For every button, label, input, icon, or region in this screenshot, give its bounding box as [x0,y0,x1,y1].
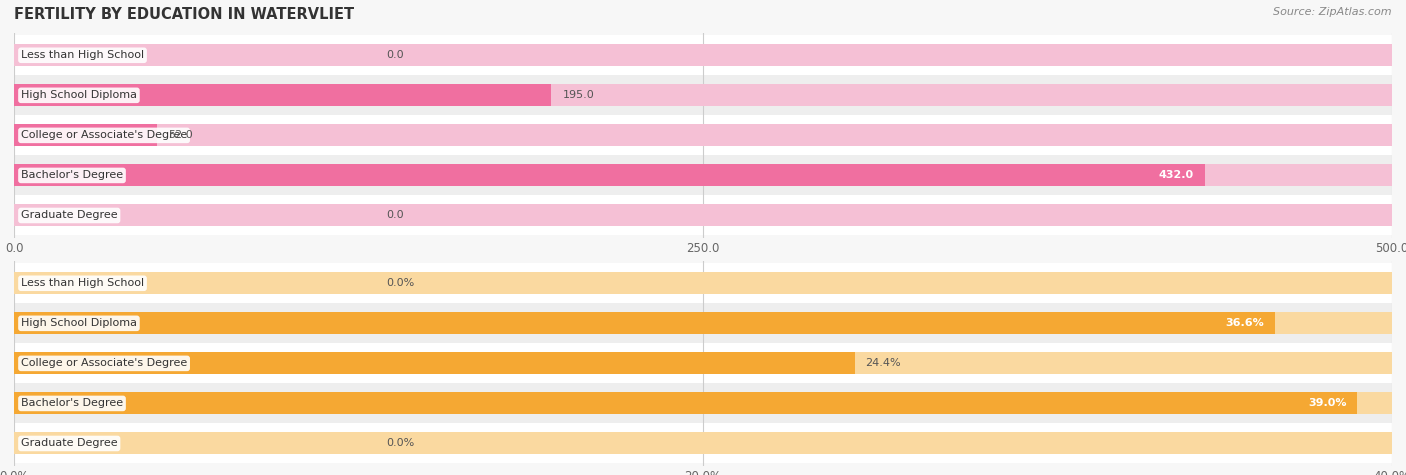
Bar [14,383,1392,423]
Text: Graduate Degree: Graduate Degree [21,438,118,448]
Text: College or Associate's Degree: College or Associate's Degree [21,358,187,369]
Bar [14,272,1392,294]
Bar [14,392,1392,414]
Text: High School Diploma: High School Diploma [21,90,136,100]
Bar [14,164,1205,186]
Bar [14,164,1392,186]
Bar [14,204,1392,227]
Bar [14,195,1392,236]
Bar [14,35,1392,76]
Text: Source: ZipAtlas.com: Source: ZipAtlas.com [1274,7,1392,17]
Text: 0.0: 0.0 [387,50,404,60]
Text: 0.0: 0.0 [387,210,404,220]
Text: Graduate Degree: Graduate Degree [21,210,118,220]
Text: 0.0%: 0.0% [387,438,415,448]
Bar [14,155,1392,195]
Text: Less than High School: Less than High School [21,278,143,288]
Bar [14,76,1392,115]
Bar [14,313,1275,334]
Text: Less than High School: Less than High School [21,50,143,60]
Bar [14,352,855,374]
Text: 24.4%: 24.4% [866,358,901,369]
Bar [14,313,1392,334]
Bar [14,432,1392,455]
Text: 52.0: 52.0 [169,130,193,141]
Bar [14,392,1358,414]
Text: 195.0: 195.0 [562,90,595,100]
Text: 39.0%: 39.0% [1308,399,1347,408]
Text: 432.0: 432.0 [1159,171,1194,180]
Text: College or Associate's Degree: College or Associate's Degree [21,130,187,141]
Text: High School Diploma: High School Diploma [21,318,136,328]
Bar [14,124,1392,146]
Text: 36.6%: 36.6% [1225,318,1264,328]
Bar [14,85,551,106]
Text: 0.0%: 0.0% [387,278,415,288]
Bar [14,352,1392,374]
Text: Bachelor's Degree: Bachelor's Degree [21,399,124,408]
Bar [14,124,157,146]
Bar [14,304,1392,343]
Bar [14,44,1392,66]
Bar [14,423,1392,464]
Bar [14,343,1392,383]
Bar [14,85,1392,106]
Bar [14,115,1392,155]
Bar [14,263,1392,304]
Text: FERTILITY BY EDUCATION IN WATERVLIET: FERTILITY BY EDUCATION IN WATERVLIET [14,7,354,22]
Text: Bachelor's Degree: Bachelor's Degree [21,171,124,180]
